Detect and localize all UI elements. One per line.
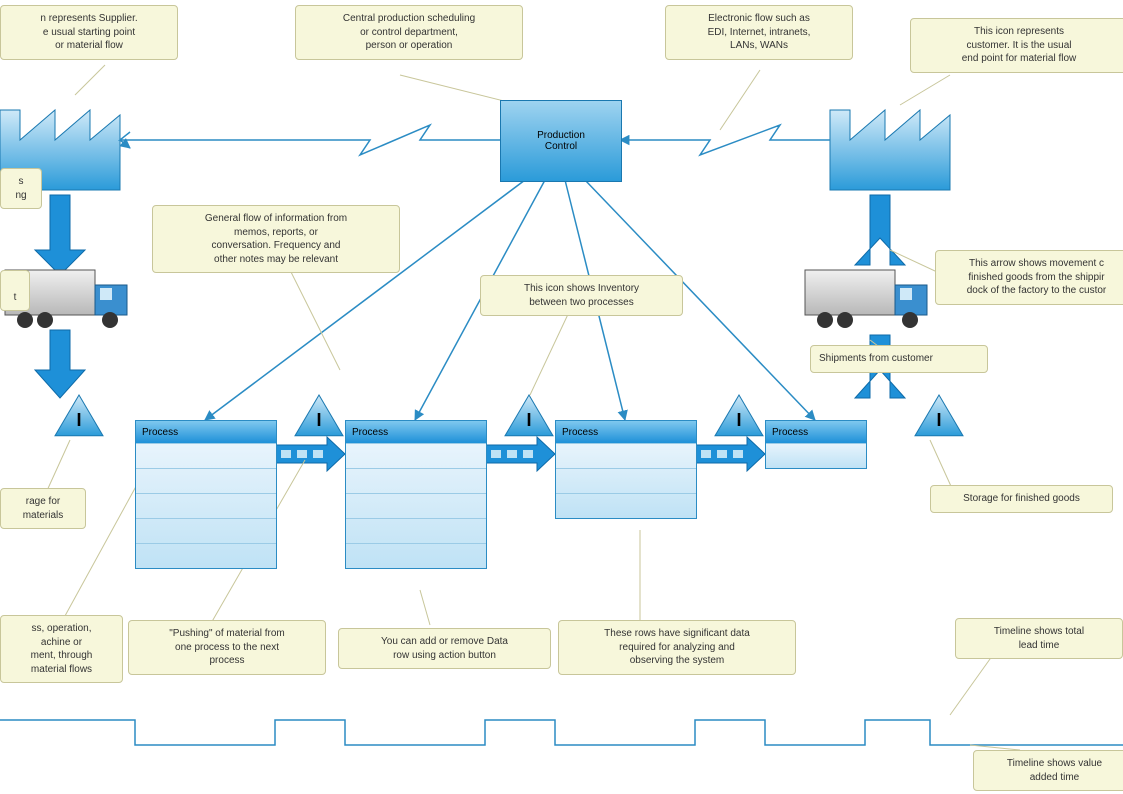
process-header: Process [136,421,276,443]
push-arrow-icon [275,437,345,471]
callout-tail [900,75,950,105]
process-box-1: Process [135,420,277,569]
process-row [346,543,486,568]
callout-timeline-va: Timeline shows value added time [973,750,1123,791]
customer-factory-icon [830,110,950,190]
callout-tail [420,590,430,625]
process-header: Process [556,421,696,443]
process-row [136,543,276,568]
callout-tail [45,440,70,495]
push-arrow-icon [695,437,765,471]
callout-finished-storage: Storage for finished goods [930,485,1113,513]
process-header: Process [766,421,866,443]
push-arrow-icon [485,437,555,471]
svg-text:I: I [76,410,81,430]
svg-text:I: I [736,410,741,430]
process-row [346,493,486,518]
svg-text:I: I [936,410,941,430]
svg-text:I: I [316,410,321,430]
electronic-arrow-left [120,125,500,155]
process-row [136,518,276,543]
callout-shipments-truck: t [0,270,30,311]
callout-process-desc: ss, operation, achine or ment, through m… [0,615,123,683]
inventory-triangle-icon: I [55,395,103,436]
process-row [556,468,696,493]
callout-tail [720,70,760,130]
callout-shipments-in: s ng [0,168,42,209]
timeline-line [0,720,1123,745]
process-header: Process [346,421,486,443]
process-rows [556,443,696,518]
production-control-box: Production Control [500,100,622,182]
inventory-triangle-icon: I [715,395,763,436]
callout-timeline-lead: Timeline shows total lead time [955,618,1123,659]
inventory-triangle-icon: I [295,395,343,436]
callout-electronic: Electronic flow such as EDI, Internet, i… [665,5,853,60]
callout-general-flow: General flow of information from memos, … [152,205,400,273]
callout-supplier: n represents Supplier. e usual starting … [0,5,178,60]
process-rows [136,443,276,568]
callout-datarow: You can add or remove Data row using act… [338,628,551,669]
callout-finished-arrow: This arrow shows movement c finished goo… [935,250,1123,305]
process-box-4: Process [765,420,867,469]
svg-text:I: I [526,410,531,430]
process-row [136,468,276,493]
process-rows [346,443,486,568]
process-box-3: Process [555,420,697,519]
callout-inventory: This icon shows Inventory between two pr… [480,275,683,316]
production-control-label: Production Control [537,130,585,152]
process-row [346,518,486,543]
callout-customer: This icon represents customer. It is the… [910,18,1123,73]
inventory-triangle-icon: I [505,395,553,436]
process-row [556,443,696,468]
process-row [346,443,486,468]
process-row [136,443,276,468]
process-row [556,493,696,518]
process-rows [766,443,866,468]
callout-tail [530,310,570,395]
process-row [136,493,276,518]
process-box-2: Process [345,420,487,569]
callout-tail [75,65,105,95]
process-row [346,468,486,493]
callout-central: Central production scheduling or control… [295,5,523,60]
callout-pushing: "Pushing" of material from one process t… [128,620,326,675]
supplier-ship-arrow-icon [35,195,85,398]
electronic-arrow-right [620,125,830,155]
process-row [766,443,866,468]
inventory-triangle-icon: I [915,395,963,436]
callout-rows-data: These rows have significant data require… [558,620,796,675]
customer-truck-icon [805,270,927,328]
callout-raw-storage: rage for materials [0,488,86,529]
callout-shipments-cust: Shipments from customer [810,345,988,373]
